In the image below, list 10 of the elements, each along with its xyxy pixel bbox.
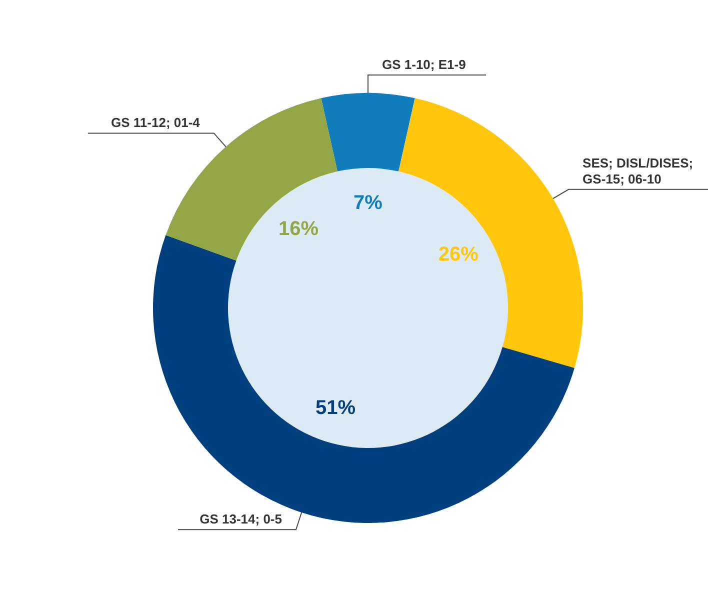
data-label: 16%: [278, 218, 319, 240]
slice-label: GS 13-14; 0-5: [200, 512, 282, 527]
slice-label: GS 11-12; 01-4: [111, 115, 201, 130]
data-label: 26%: [438, 244, 479, 266]
slice-label: GS 1-10; E1-9: [382, 57, 466, 72]
donut-slice: [321, 93, 415, 172]
data-label: 7%: [354, 192, 383, 214]
donut-slice: [398, 98, 583, 368]
data-label: 51%: [316, 396, 356, 419]
slice-label: SES; DISL/DISES; GS-15; 06-10: [582, 155, 694, 186]
